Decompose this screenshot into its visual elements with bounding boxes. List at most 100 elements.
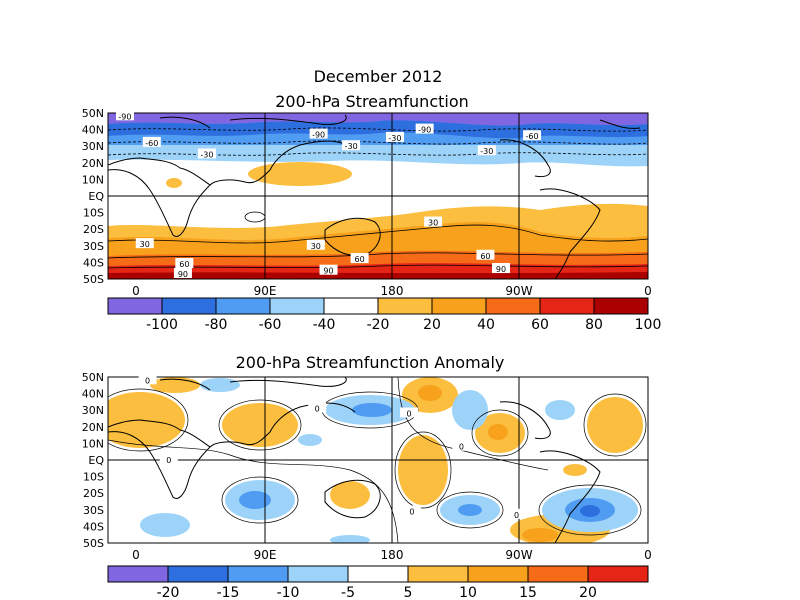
anomaly-panel-title: 200-hPa Streamfunction Anomaly	[236, 353, 505, 372]
svg-text:-60: -60	[145, 139, 158, 148]
svg-text:-90: -90	[118, 112, 131, 121]
colorbar-label: -15	[217, 585, 240, 600]
contour-label: 60	[476, 249, 495, 261]
colorbar-swatch	[347, 565, 409, 583]
contour-label: 0	[159, 454, 178, 465]
colorbar-label: 40	[477, 317, 495, 333]
svg-text:-30: -30	[480, 147, 493, 156]
colorbar-swatch	[161, 297, 217, 315]
lat-label: 30S	[83, 240, 104, 253]
colorbar-swatch	[107, 297, 163, 315]
anom-pos-c-pacific	[398, 435, 448, 505]
lat-label: 10S	[83, 471, 104, 484]
svg-text:0: 0	[315, 405, 320, 414]
colorbar-label: -20	[367, 317, 390, 333]
bottom-lon-labels: 0 90E 180 90W 0	[132, 548, 652, 562]
lat-label: 40S	[83, 520, 104, 533]
colorbar-label: 20	[423, 317, 441, 333]
contour-label: 0	[308, 402, 327, 414]
colorbar-swatch	[407, 565, 469, 583]
lon-label: 90W	[505, 548, 532, 562]
lon-label: 90E	[254, 284, 277, 298]
svg-text:0: 0	[459, 443, 464, 452]
bottom-colorbar: -20 -15 -10 -5 5 10 15 20	[107, 565, 649, 600]
lon-label: 180	[381, 548, 404, 562]
figure-title: December 2012	[314, 67, 443, 86]
colorbar-swatch	[377, 297, 433, 315]
contour-label: -60	[142, 136, 161, 148]
colorbar-label: -20	[157, 585, 180, 600]
svg-text:-30: -30	[388, 134, 401, 143]
lat-label: 50S	[83, 537, 104, 550]
colorbar-swatch	[227, 565, 289, 583]
colorbar-label: -10	[277, 585, 300, 600]
colorbar-label: -60	[259, 317, 282, 333]
colorbar-label: 100	[635, 317, 662, 333]
svg-text:-90: -90	[418, 126, 431, 135]
lat-label: EQ	[88, 190, 104, 203]
africa-high	[166, 178, 182, 188]
colorbar-swatch	[431, 297, 487, 315]
svg-text:-30: -30	[200, 151, 213, 160]
colorbar-swatch	[539, 297, 595, 315]
contour-label: -90	[415, 123, 434, 135]
lat-label: 20S	[83, 223, 104, 236]
top-colorbar: -100 -80 -60 -40 -20 20 40 60 80 100	[107, 297, 662, 333]
contour-label: 0	[402, 505, 421, 516]
contour-label: -30	[197, 148, 216, 160]
lat-label: 30N	[82, 140, 104, 153]
svg-text:60: 60	[355, 255, 365, 264]
svg-text:90: 90	[496, 265, 506, 274]
coastlines-top	[108, 114, 641, 279]
svg-text:0: 0	[514, 511, 519, 520]
svg-text:90: 90	[323, 267, 333, 276]
contour-label: -30	[477, 145, 496, 156]
contour-label: 90	[491, 263, 510, 274]
colorbar-label: 15	[519, 585, 537, 600]
bottom-lat-labels: 50N 40N 30N 20N 10N EQ 10S 20S 30S 40S 50S	[82, 371, 105, 550]
lon-label: 0	[644, 284, 652, 298]
colorbar-swatch	[467, 565, 529, 583]
colorbar-swatch	[485, 297, 541, 315]
svg-text:30: 30	[311, 242, 321, 251]
bottom-grid	[107, 376, 649, 544]
svg-text:-90: -90	[312, 131, 325, 140]
figure-subtitle: 200-hPa Streamfunction	[275, 92, 469, 111]
anom-neg-ne-pacific	[452, 390, 488, 430]
asia-high	[248, 162, 352, 186]
contour-label: -60	[523, 130, 542, 141]
band-neg-20-north	[108, 151, 648, 167]
colorbar-swatch	[527, 565, 589, 583]
colorbar-label: 20	[579, 585, 597, 600]
colorbar-swatch	[167, 565, 229, 583]
colorbar-swatch	[107, 565, 169, 583]
lat-label: 20N	[82, 157, 104, 170]
band-pos-100-south	[108, 272, 648, 279]
contour-label: 0	[400, 407, 419, 419]
colorbar-label: 10	[459, 585, 477, 600]
svg-text:0: 0	[145, 376, 150, 385]
svg-text:0: 0	[409, 507, 414, 516]
lat-label: 10S	[83, 207, 104, 220]
band-neg-100-north	[108, 113, 648, 126]
contour-label: -90	[115, 110, 134, 121]
anom-pos-mideast	[222, 403, 298, 447]
lon-label: 0	[644, 548, 652, 562]
contour-label: -30	[342, 140, 361, 151]
colorbar-label: -80	[205, 317, 228, 333]
anom-pos-s-indian	[330, 481, 370, 509]
lat-label: 20S	[83, 487, 104, 500]
colorbar-swatch	[593, 297, 649, 315]
contour-label: 90	[319, 264, 338, 276]
top-grid	[107, 112, 649, 280]
svg-text:-60: -60	[526, 132, 539, 141]
lon-label: 180	[381, 284, 404, 298]
lat-label: 40N	[82, 388, 104, 401]
lon-label: 90E	[254, 548, 277, 562]
svg-text:30: 30	[428, 219, 438, 228]
lon-label: 0	[132, 548, 140, 562]
anom-pos-e-atlantic	[587, 397, 643, 453]
contour-label: 30	[306, 239, 325, 251]
